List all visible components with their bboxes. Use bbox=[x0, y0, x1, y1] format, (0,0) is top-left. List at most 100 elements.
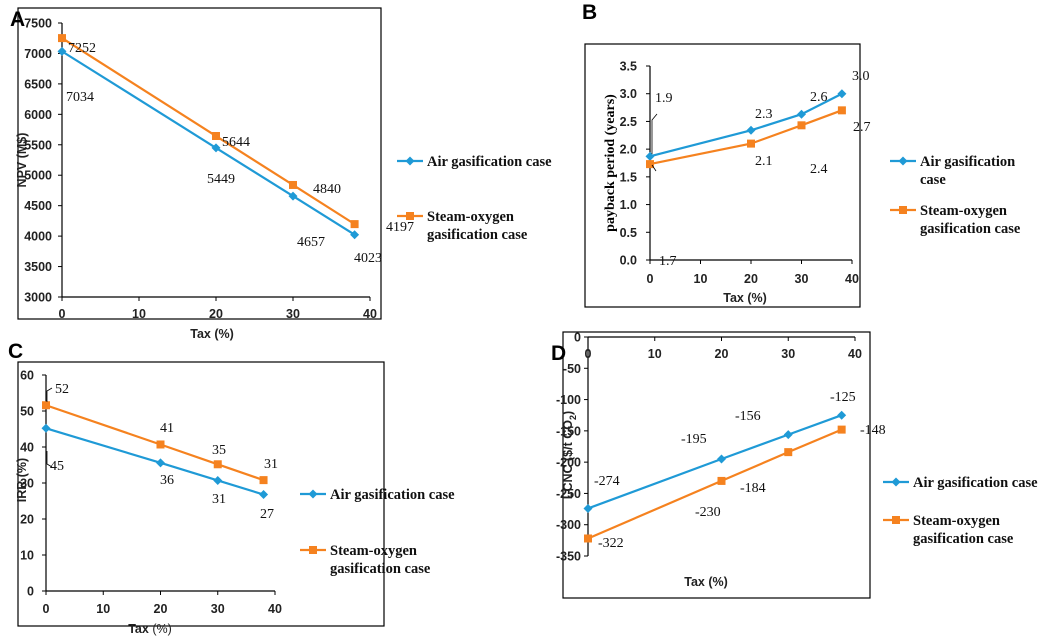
panel-d-data-label: -148 bbox=[860, 423, 886, 438]
panel-d-y-axis-title: LCNC ($/t CO2) bbox=[561, 411, 578, 499]
legend-steam-square-icon bbox=[892, 516, 900, 524]
panel-a-series-steam-line bbox=[61, 37, 356, 226]
panel-d-x-axis-title: Tax (%) bbox=[684, 575, 728, 589]
panel-d-data-label: -184 bbox=[740, 481, 766, 496]
panel-c-x-tick-label: 30 bbox=[211, 602, 225, 616]
panel-b-data-label: 2.1 bbox=[755, 154, 773, 169]
panel-b-legend-air: Air gasification case bbox=[890, 154, 1015, 188]
panel-a-steam-marker bbox=[350, 220, 359, 229]
panel-d-series-air-line bbox=[587, 414, 843, 510]
panel-d-letter: D bbox=[551, 342, 566, 365]
panel-d-steam-marker bbox=[784, 448, 793, 457]
panel-b-y-tick-label: 1.5 bbox=[620, 170, 637, 184]
panel-a-legend-text: Steam-oxygen bbox=[427, 209, 514, 225]
panel-c-series-air-line bbox=[45, 427, 264, 496]
panel-b-air-marker bbox=[797, 109, 806, 119]
panel-c-air-marker bbox=[41, 423, 51, 433]
panel-b-y-tick-label: 3.0 bbox=[620, 87, 637, 101]
panel-c-y-tick-label: 10 bbox=[20, 549, 34, 563]
legend-air-diamond-icon bbox=[891, 477, 901, 487]
panel-a-x-tick-label: 0 bbox=[59, 307, 66, 321]
panel-d-x-tick-label: 20 bbox=[715, 347, 729, 361]
panel-d-air-marker bbox=[583, 503, 593, 513]
panel-d-data-label: -156 bbox=[735, 409, 761, 424]
panel-a-data-label: 5449 bbox=[207, 172, 235, 187]
panel-d-data-label: -125 bbox=[830, 390, 856, 405]
panel-b-letter: B bbox=[582, 1, 597, 24]
panel-b-x-tick-label: 20 bbox=[744, 272, 758, 286]
panel-a-data-label: 4840 bbox=[313, 182, 341, 197]
panel-c-y-tick-label: 0 bbox=[27, 585, 34, 599]
panel-d-y-tick-label: -150 bbox=[556, 424, 581, 438]
panel-c-y-tick-label: 20 bbox=[20, 513, 34, 527]
panel-a-legend-text: Air gasification case bbox=[427, 154, 552, 170]
legend-steam-square-icon bbox=[309, 546, 317, 554]
panel-d-x-tick-label: 10 bbox=[648, 347, 662, 361]
panel-a-data-label: 4657 bbox=[297, 235, 325, 250]
panel-b-air-marker bbox=[645, 151, 655, 161]
panel-c-steam-marker bbox=[42, 401, 50, 410]
legend-air-diamond-icon bbox=[308, 489, 318, 499]
panel-b-air-marker bbox=[837, 89, 847, 99]
panel-a-series-air-line bbox=[61, 50, 356, 236]
panel-a-x-tick-label: 40 bbox=[363, 307, 377, 321]
panel-a-data-label: 4197 bbox=[386, 220, 414, 235]
panel-a-air-marker bbox=[211, 143, 221, 153]
panel-c-y-tick-label: 40 bbox=[20, 441, 34, 455]
panel-d-steam-marker bbox=[837, 425, 846, 434]
panel-c-x-tick-label: 0 bbox=[43, 602, 50, 616]
panel-d-data-label: -195 bbox=[681, 432, 707, 447]
panel-d-x-tick-label: 30 bbox=[781, 347, 795, 361]
panel-a-x-tick-label: 30 bbox=[286, 307, 300, 321]
panel-d-data-label: -230 bbox=[695, 505, 721, 520]
panel-a-air-marker bbox=[288, 191, 298, 201]
panel-c-steam-marker bbox=[156, 440, 165, 449]
panel-a-steam-marker bbox=[289, 180, 297, 189]
panel-d-data-label: -274 bbox=[594, 474, 620, 489]
panel-b-series-steam-line bbox=[649, 109, 843, 166]
panel-c-legend-air: Air gasification case bbox=[300, 487, 455, 503]
panel-b-leader-line bbox=[651, 113, 658, 154]
panel-a-legend-air: Air gasification case bbox=[397, 154, 552, 170]
panel-c-x-tick-label: 20 bbox=[154, 602, 168, 616]
panel-a-data-label: 4023 bbox=[354, 251, 382, 266]
panel-d-y-tick-label: -100 bbox=[556, 393, 581, 407]
panel-a-data-label: 7252 bbox=[68, 41, 96, 56]
chart-panel-c: C 0 10 20 30 40 50 60 0 10 20 30 40 Tax (%) IRR (%) 45 3… bbox=[8, 340, 455, 636]
panel-d-border bbox=[562, 331, 871, 599]
panel-c-air-marker bbox=[259, 490, 269, 500]
panel-b-x-axis-title: Tax (%) bbox=[723, 291, 767, 305]
legend-steam-square-icon bbox=[406, 212, 414, 220]
panel-b-steam-marker bbox=[797, 121, 806, 130]
panel-a-y-tick-label: 3500 bbox=[24, 260, 52, 274]
panel-a-y-tick-label: 7000 bbox=[24, 47, 52, 61]
panel-c-series-steam-line bbox=[45, 404, 264, 482]
panel-c-legend-steam: Steam-oxygen gasification case bbox=[300, 543, 431, 577]
panel-b-legend-text: Steam-oxygen bbox=[920, 203, 1007, 219]
panel-a-data-label: 7034 bbox=[66, 90, 94, 105]
panel-b-data-label: 2.4 bbox=[810, 162, 828, 177]
panel-c-letter: C bbox=[8, 340, 23, 363]
panel-d-data-label: -322 bbox=[598, 536, 624, 551]
panel-c-y-tick-label: 50 bbox=[20, 405, 34, 419]
chart-panel-d: D0-50-100-150-200-250-300-3500 10 20 30 40Ta… bbox=[551, 331, 1038, 599]
panel-b-data-label: 1.9 bbox=[655, 91, 673, 106]
panel-b-x-tick-label: 0 bbox=[647, 272, 654, 286]
panel-d-steam-marker bbox=[717, 476, 726, 485]
panel-c-data-label: 31 bbox=[212, 492, 226, 507]
panel-a-y-tick-label: 6000 bbox=[24, 108, 52, 122]
panel-c-y-tick-label: 60 bbox=[20, 369, 34, 383]
panel-b-y-tick-label: 1.0 bbox=[620, 198, 637, 212]
panel-a-steam-marker bbox=[212, 132, 220, 141]
panel-c-data-label: 31 bbox=[264, 457, 278, 472]
panel-c-leader-line bbox=[46, 451, 53, 468]
panel-d-y-tick-label: -250 bbox=[556, 487, 581, 501]
panel-d-steam-marker bbox=[584, 534, 592, 543]
panel-d-y-tick-label: -50 bbox=[563, 362, 581, 376]
panel-a-y-tick-label: 6500 bbox=[24, 77, 52, 91]
panel-a-air-marker bbox=[350, 230, 360, 240]
panel-b-x-tick-label: 10 bbox=[694, 272, 708, 286]
panel-c-y-tick-label: 30 bbox=[20, 477, 34, 491]
panel-d-legend-text: Air gasification case bbox=[913, 475, 1038, 491]
